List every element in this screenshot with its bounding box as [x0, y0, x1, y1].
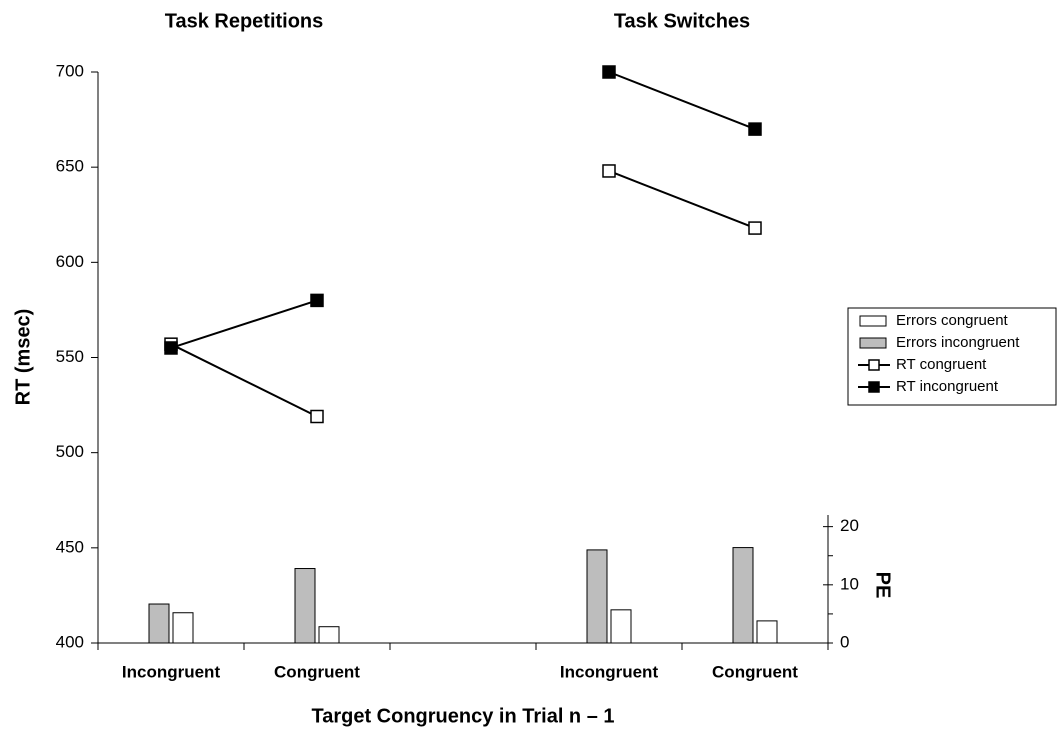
- bar: [148, 603, 170, 644]
- bar: [172, 612, 194, 644]
- y2-tick-label: 10: [840, 574, 859, 593]
- legend-label: Errors congruent: [896, 312, 1009, 329]
- marker: [602, 65, 616, 79]
- y2-tick-label: 0: [840, 632, 849, 651]
- y2-axis-label: PE: [872, 572, 894, 599]
- y-tick-label: 600: [56, 252, 84, 271]
- bar: [318, 626, 340, 644]
- bar: [586, 549, 608, 644]
- legend-label: RT incongruent: [896, 378, 999, 395]
- marker: [748, 122, 762, 136]
- legend-swatch: [859, 315, 887, 327]
- y-tick-label: 700: [56, 61, 84, 80]
- bar: [610, 609, 632, 644]
- legend-swatch: [859, 337, 887, 349]
- marker: [310, 409, 324, 424]
- legend-label: Errors incongruent: [896, 334, 1020, 351]
- legend-marker: [868, 359, 880, 371]
- y2-tick-label: 20: [840, 516, 859, 535]
- legend-label: RT congruent: [896, 356, 987, 373]
- y-tick-label: 500: [56, 442, 84, 461]
- marker: [310, 293, 324, 308]
- marker: [602, 164, 616, 178]
- legend-marker: [868, 381, 880, 393]
- x-tick-label: Incongruent: [122, 662, 221, 681]
- y-tick-label: 450: [56, 537, 84, 556]
- bar: [732, 547, 754, 644]
- y-tick-label: 650: [56, 157, 84, 176]
- bar: [756, 620, 778, 644]
- x-tick-label: Congruent: [274, 662, 360, 681]
- line: [170, 170, 756, 418]
- x-tick-label: Congruent: [712, 662, 798, 681]
- y-axis-label: RT (msec): [12, 309, 34, 406]
- panel-title: Task Switches: [614, 10, 750, 32]
- x-axis-label: Target Congruency in Trial n – 1: [311, 705, 614, 727]
- marker: [748, 221, 762, 235]
- panel-title: Task Repetitions: [165, 10, 324, 32]
- bar: [294, 568, 316, 644]
- marker: [164, 341, 178, 355]
- y-tick-label: 400: [56, 632, 84, 651]
- y-tick-label: 550: [56, 347, 84, 366]
- x-tick-label: Incongruent: [560, 662, 659, 681]
- line: [170, 71, 756, 349]
